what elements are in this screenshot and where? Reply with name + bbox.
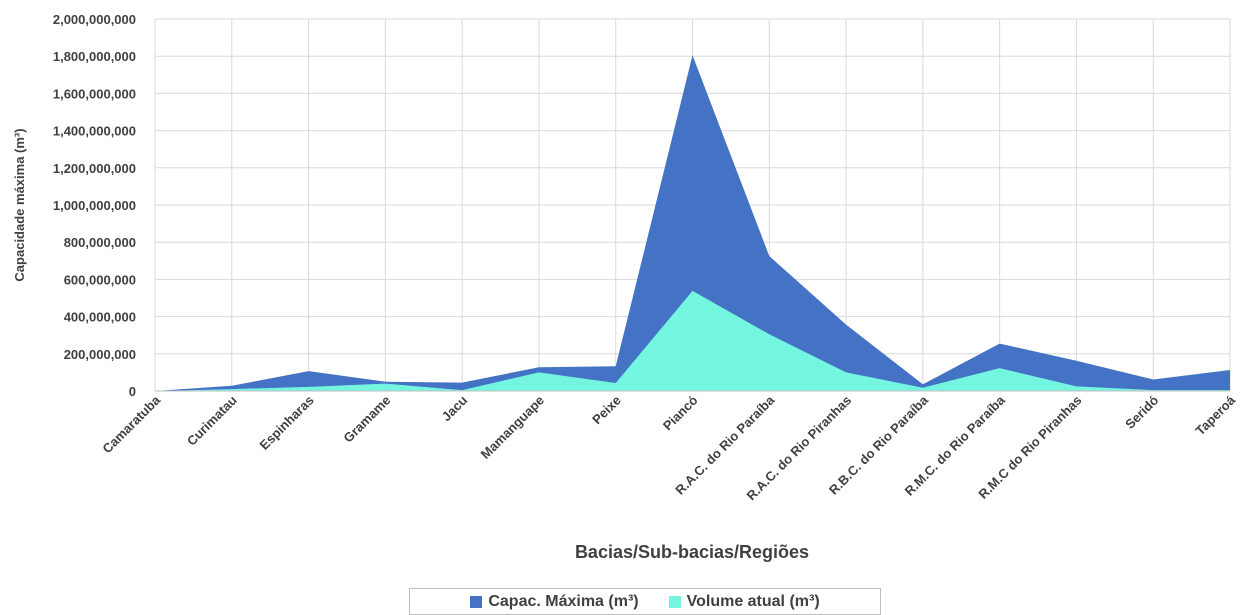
legend-swatch-capacity — [470, 595, 483, 608]
x-tick-label: Gramame — [340, 393, 393, 446]
y-tick-label: 200,000,000 — [64, 347, 136, 362]
legend-item-volume: Volume atual (m³) — [668, 592, 820, 611]
y-tick-label: 0 — [129, 384, 136, 399]
x-tick-label: Camaratuba — [99, 392, 163, 456]
x-tick-label: Seridó — [1122, 392, 1161, 431]
legend-label-volume: Volume atual (m³) — [686, 592, 820, 610]
y-tick-label: 400,000,000 — [64, 310, 136, 325]
y-tick-label: 1,200,000,000 — [53, 161, 136, 176]
legend-label-capacity: Capac. Máxima (m³) — [488, 592, 639, 610]
legend: Capac. Máxima (m³) Volume atual (m³) — [409, 588, 881, 615]
area-chart: 0 200,000,000 400,000,000 600,000,000 800,00… — [12, 12, 1239, 562]
y-tick-label: 800,000,000 — [64, 235, 136, 250]
x-axis-title: Bacias/Sub-bacias/Regiões — [575, 542, 809, 562]
x-tick-label: Espinharas — [257, 393, 317, 453]
x-tick-label: Taperoá — [1192, 392, 1238, 438]
x-tick-label: Curimatau — [184, 392, 240, 448]
y-tick-label: 1,600,000,000 — [53, 86, 136, 101]
legend-swatch-volume — [668, 595, 681, 608]
y-tick-label: 1,400,000,000 — [53, 124, 136, 139]
y-tick-label: 2,000,000,000 — [53, 12, 136, 27]
y-tick-label: 1,000,000,000 — [53, 198, 136, 213]
y-tick-label: 1,800,000,000 — [53, 49, 136, 64]
x-tick-label: Jacu — [439, 392, 471, 424]
gridlines — [154, 18, 1231, 392]
y-tick-label: 600,000,000 — [64, 272, 136, 287]
y-axis-title: Capacidade máxima (m³) — [12, 128, 27, 281]
x-tick-label: Mamanguape — [478, 393, 547, 462]
area-capacity — [155, 55, 1230, 392]
x-tick-label: Peixe — [589, 393, 624, 428]
legend-item-capacity: Capac. Máxima (m³) — [470, 592, 639, 611]
x-tick-label: Piancó — [660, 392, 701, 433]
x-tick-labels: Camaratuba Curimatau Espinharas Gramame Jacu… — [99, 392, 1238, 503]
area-volume — [155, 290, 1230, 391]
series-areas — [155, 55, 1230, 392]
y-tick-labels: 0 200,000,000 400,000,000 600,000,000 800,00… — [53, 12, 136, 399]
